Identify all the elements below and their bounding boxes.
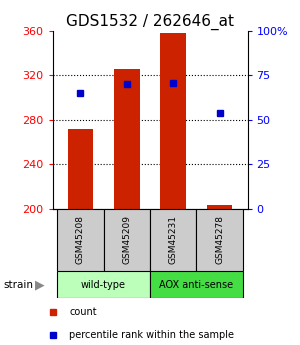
Title: GDS1532 / 262646_at: GDS1532 / 262646_at (66, 13, 234, 30)
Text: GSM45231: GSM45231 (169, 215, 178, 264)
Bar (150, 209, 196, 271)
Text: GSM45278: GSM45278 (215, 215, 224, 264)
Text: strain: strain (3, 280, 33, 289)
Text: wild-type: wild-type (81, 280, 126, 289)
Bar (103, 209, 150, 271)
Bar (68, 129, 93, 209)
Bar (160, 33, 186, 209)
Text: GSM45209: GSM45209 (122, 215, 131, 264)
Text: GSM45208: GSM45208 (76, 215, 85, 264)
Bar (57, 209, 104, 271)
Bar (150, 271, 243, 298)
Bar (57, 271, 150, 298)
Text: count: count (69, 307, 97, 317)
Bar (114, 69, 140, 209)
Text: ▶: ▶ (34, 278, 44, 291)
Text: percentile rank within the sample: percentile rank within the sample (69, 330, 234, 339)
Text: AOX anti-sense: AOX anti-sense (159, 280, 233, 289)
Bar (196, 209, 243, 271)
Bar (207, 205, 232, 209)
